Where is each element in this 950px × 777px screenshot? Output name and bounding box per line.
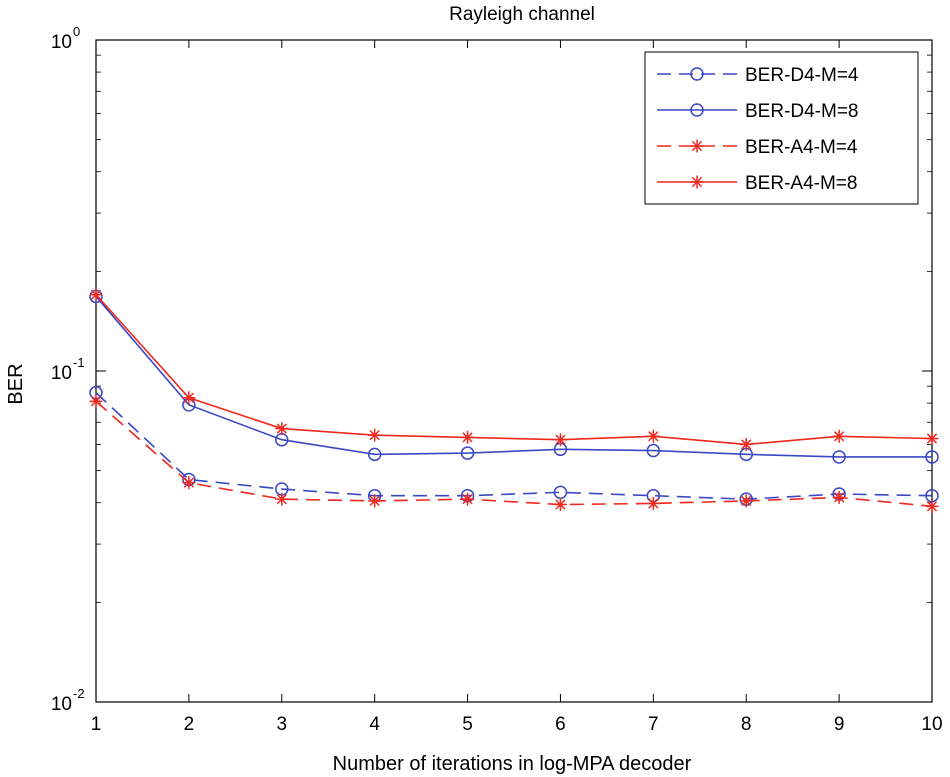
y-tick-label: 10	[51, 363, 72, 384]
data-point	[461, 430, 475, 444]
data-point	[553, 498, 567, 512]
x-tick-label: 2	[184, 714, 195, 735]
data-point	[182, 476, 196, 490]
legend: BER-D4-M=4 BER-D4-M=8 BER-A4-M=4 BER-A4-M=8	[644, 51, 919, 205]
y-tick-label: 10	[51, 694, 72, 715]
x-tick-label: 4	[369, 714, 380, 735]
legend-swatch-marker	[690, 175, 704, 189]
x-tick-label: 7	[648, 714, 659, 735]
data-point	[925, 450, 939, 464]
star-stroke	[462, 494, 473, 505]
star-stroke	[369, 495, 380, 507]
series-ber-d4-m-8	[89, 289, 939, 464]
star-stroke	[90, 396, 102, 407]
x-tick-label: 5	[462, 714, 473, 735]
star-stroke	[833, 492, 845, 503]
data-point	[182, 391, 196, 405]
star-stroke	[926, 501, 938, 512]
data-point	[461, 492, 475, 506]
star-stroke	[462, 432, 473, 443]
data-point	[368, 494, 382, 508]
data-point	[832, 490, 846, 504]
data-point	[553, 433, 567, 447]
data-point	[89, 288, 103, 302]
plot-series	[89, 288, 939, 513]
series-ber-d4-m-4	[89, 385, 939, 506]
star-stroke	[276, 494, 287, 505]
legend-swatch-marker	[690, 67, 704, 81]
x-axis-label: Number of iterations in log-MPA decoder	[333, 753, 692, 775]
star-stroke	[926, 433, 938, 444]
legend-label: BER-D4-M=8	[745, 101, 859, 122]
series-line	[95, 294, 933, 446]
star-stroke	[691, 140, 703, 152]
x-tick-label: 1	[91, 714, 102, 735]
series-ber-a4-m-8	[89, 288, 939, 451]
star-stroke	[555, 499, 566, 510]
data-point	[925, 499, 939, 513]
star-stroke	[648, 498, 659, 509]
star-stroke	[555, 434, 566, 445]
star-stroke	[90, 289, 102, 300]
x-tick-label: 8	[741, 714, 752, 735]
star-stroke	[276, 423, 287, 434]
y-tick-exponent: -2	[73, 686, 85, 701]
series-line	[95, 400, 933, 508]
legend-label: BER-D4-M=4	[745, 65, 859, 86]
legend-box	[644, 51, 919, 205]
data-point	[368, 428, 382, 442]
data-point	[832, 450, 846, 464]
legend-label: BER-A4-M=4	[745, 137, 858, 158]
data-point	[646, 443, 661, 458]
series-line	[95, 295, 932, 458]
star-stroke	[691, 176, 703, 188]
data-point	[646, 496, 660, 510]
star-stroke	[741, 439, 752, 450]
data-point	[275, 422, 289, 436]
x-tick-label: 3	[276, 714, 287, 735]
x-tick-label: 6	[555, 714, 566, 735]
x-tick-label: 10	[921, 714, 942, 735]
data-point	[739, 494, 753, 508]
legend-label: BER-A4-M=8	[745, 173, 857, 194]
series-ber-a4-m-4	[89, 394, 939, 513]
data-point	[89, 394, 103, 408]
star-stroke	[183, 392, 195, 403]
legend-swatch-marker	[690, 139, 704, 153]
data-point	[275, 492, 289, 506]
data-point	[646, 429, 660, 443]
star-stroke	[183, 477, 195, 488]
data-point	[832, 429, 846, 443]
chart-title: Rayleigh channel	[449, 4, 595, 25]
star-stroke	[369, 430, 380, 441]
series-line	[95, 392, 933, 500]
x-tick-label: 9	[834, 714, 845, 735]
y-tick-exponent: -1	[73, 355, 85, 370]
star-stroke	[833, 431, 845, 442]
y-axis-label: BER	[5, 363, 27, 404]
star-stroke	[648, 431, 659, 442]
data-point	[739, 437, 753, 451]
data-point	[367, 447, 382, 462]
star-stroke	[741, 495, 752, 507]
legend-swatch-marker	[690, 103, 704, 117]
data-point	[460, 446, 475, 460]
y-tick-label: 10	[51, 32, 72, 53]
y-tick-exponent: 0	[73, 24, 80, 39]
data-point	[925, 432, 939, 446]
